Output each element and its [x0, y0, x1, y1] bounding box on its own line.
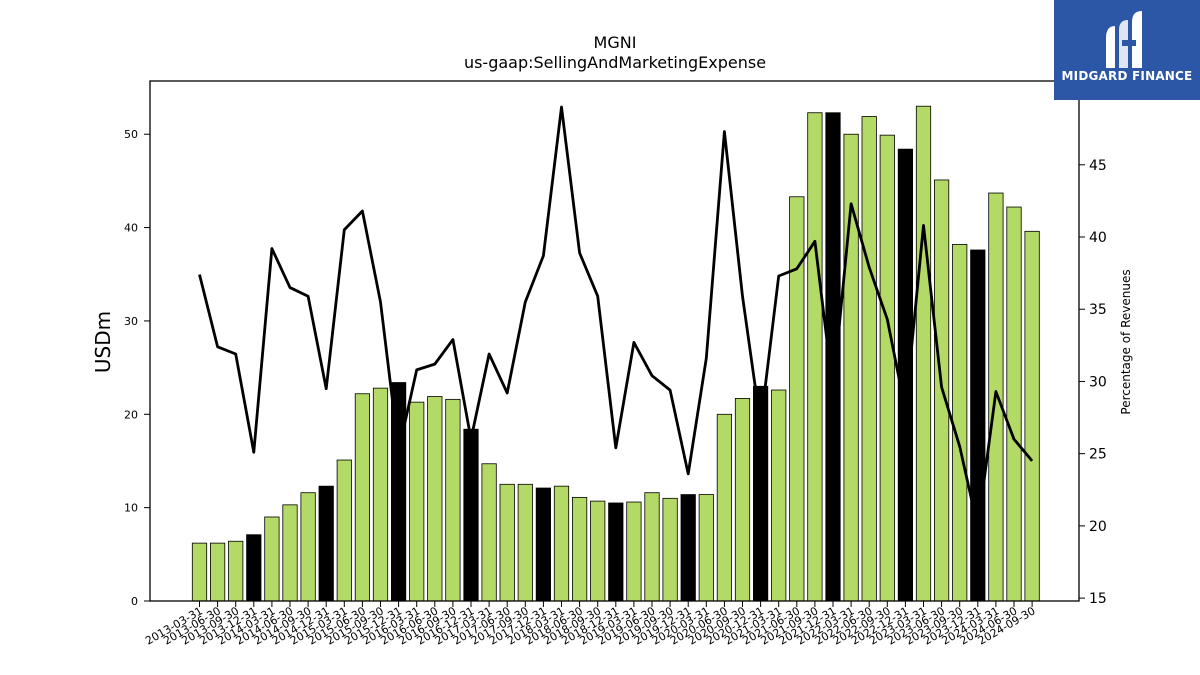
bar-2014-06-30 [282, 504, 298, 602]
bar-2024-06-30 [1006, 206, 1022, 602]
midgard-finance-logo: MIDGARD FINANCE [1054, 0, 1200, 100]
bar-2013-12-31 [246, 534, 262, 602]
y-tick-label: 30 [124, 315, 138, 328]
bar-2021-03-31 [771, 389, 787, 602]
bar-2016-09-30 [445, 398, 461, 602]
bar-2022-06-30 [861, 116, 877, 602]
bar-2013-06-30 [209, 542, 226, 602]
bar-2022-09-30 [879, 134, 895, 602]
y2-tick-label: 25 [1089, 447, 1107, 463]
bar-2019-12-31 [680, 494, 696, 602]
y2-tick-label: 30 [1089, 374, 1107, 390]
bar-2023-12-31 [970, 249, 986, 602]
bar-2021-09-30 [807, 112, 823, 602]
y2-tick-label: 20 [1089, 519, 1107, 535]
y-tick-label: 20 [124, 408, 138, 421]
bar-2017-03-31 [481, 463, 497, 602]
bar-2023-03-31 [915, 105, 932, 602]
bar-2015-09-30 [372, 387, 389, 602]
bar-2015-06-30 [354, 393, 371, 602]
bar-2014-09-30 [300, 492, 316, 602]
logo-mark-icon [1106, 11, 1142, 68]
bar-2016-06-30 [427, 396, 443, 602]
y2-axis-label: Percentage of Revenues [1119, 269, 1133, 414]
y-axis-label: USDm [91, 311, 115, 373]
bar-2016-03-31 [409, 401, 425, 602]
bar-2018-06-30 [572, 496, 588, 602]
bar-2015-03-31 [336, 459, 352, 602]
bar-2018-03-31 [553, 485, 570, 602]
bar-2019-06-30 [644, 492, 660, 602]
y-tick-label: 0 [131, 595, 138, 608]
y2-tick-label: 15 [1089, 591, 1107, 607]
chart-subtitle: us-gaap:SellingAndMarketingExpense [464, 53, 766, 72]
y2-tick-label: 40 [1089, 230, 1107, 246]
bar-2022-12-31 [897, 148, 914, 602]
bar-2013-03-31 [191, 542, 208, 602]
y2-tick-label: 35 [1089, 302, 1107, 318]
bar-2023-09-30 [952, 243, 968, 602]
y2-tick-label: 45 [1089, 158, 1107, 174]
line-layer [198, 105, 1034, 529]
logo-text: MIDGARD FINANCE [1061, 69, 1193, 83]
bar-2024-09-30 [1024, 230, 1040, 602]
bar-2018-09-30 [590, 500, 606, 602]
bar-2013-09-30 [228, 540, 244, 602]
bar-2017-12-31 [535, 487, 552, 602]
bar-2017-06-30 [499, 483, 515, 602]
bar-2020-09-30 [734, 398, 751, 602]
percentage-of-revenues-line [198, 105, 1034, 529]
bar-2017-09-30 [517, 483, 533, 602]
bar-2019-09-30 [662, 497, 678, 602]
plot-frame [149, 80, 1080, 602]
bar-2020-03-31 [698, 494, 714, 602]
y-tick-label: 40 [124, 222, 138, 235]
y-tick-label: 10 [124, 502, 138, 515]
bar-2014-03-31 [264, 516, 280, 602]
y-tick-label: 50 [124, 128, 138, 141]
bar-2019-03-31 [626, 501, 642, 602]
bar-2018-12-31 [608, 502, 624, 602]
bar-2014-12-31 [318, 485, 334, 602]
chart-title: MGNI [594, 33, 637, 52]
bar-2021-06-30 [789, 196, 805, 602]
bar-2016-12-31 [463, 428, 479, 602]
bar-2020-06-30 [716, 413, 733, 602]
